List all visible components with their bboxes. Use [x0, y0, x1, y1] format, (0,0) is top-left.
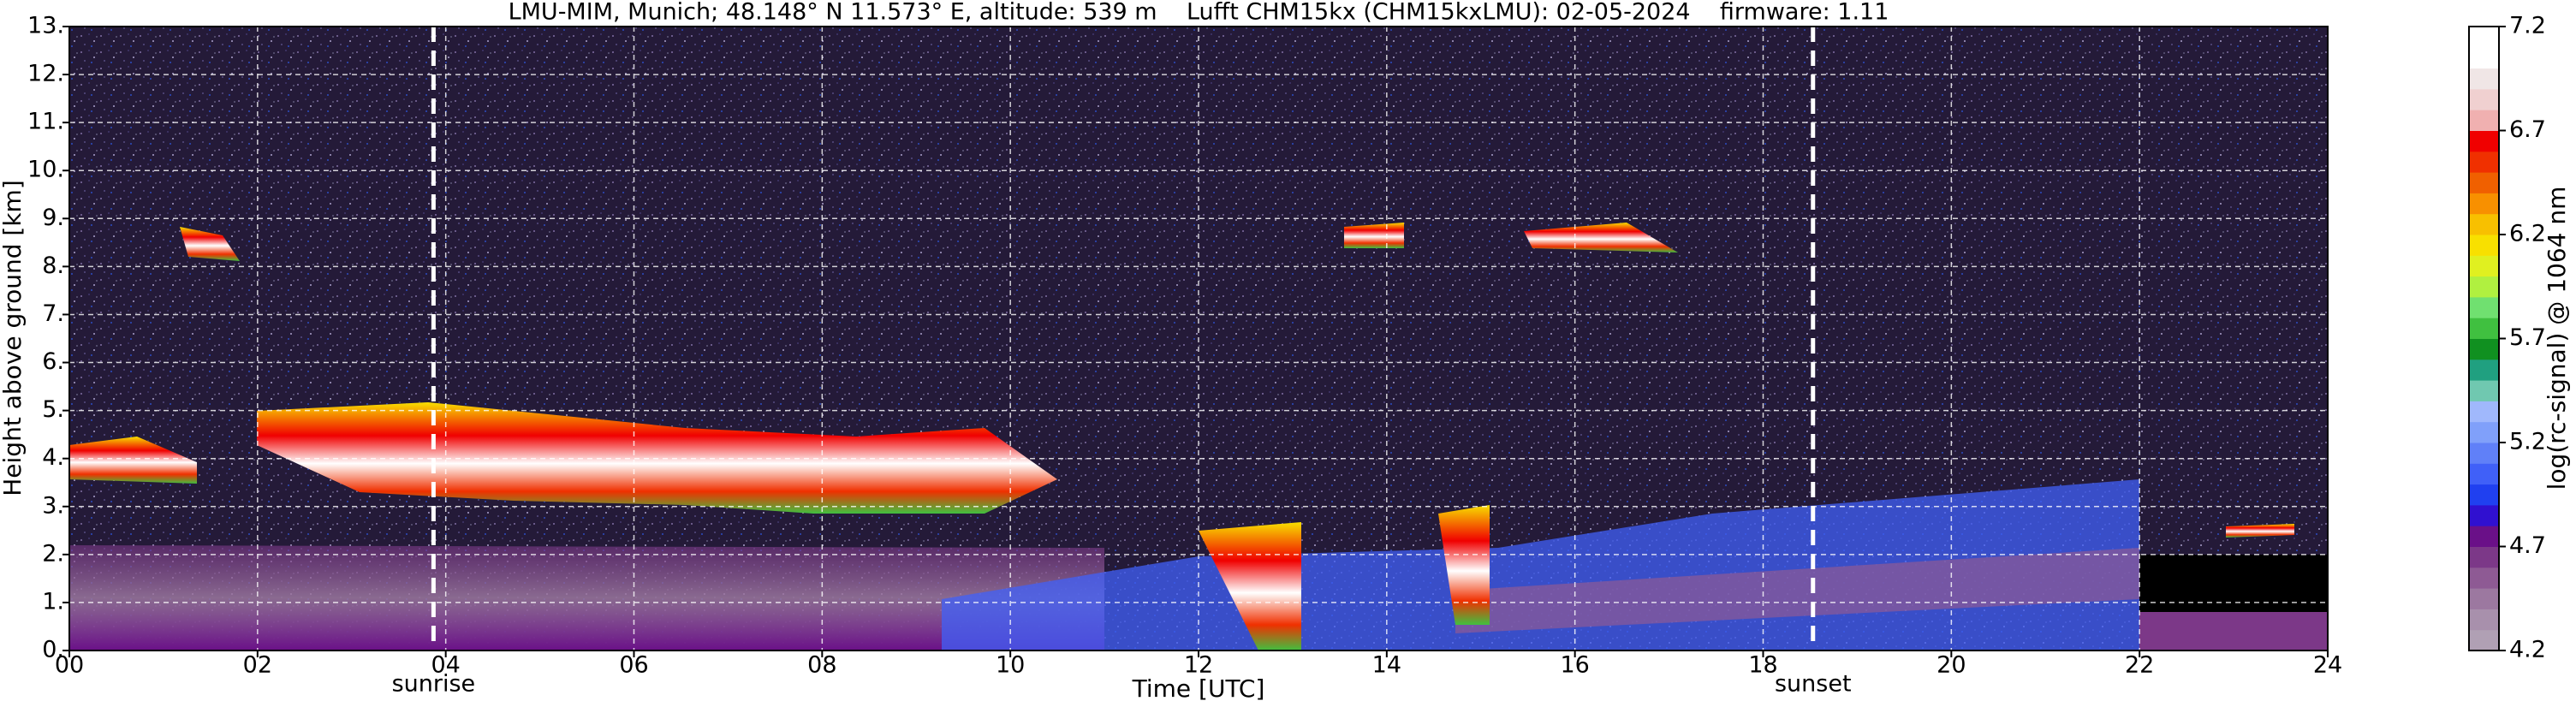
colorbar-step: [2469, 296, 2499, 318]
y-tick-label: 12.: [27, 61, 64, 87]
y-tick-label: 3.: [42, 492, 64, 519]
annotation-label: sunset: [1775, 671, 1852, 698]
x-tick-label: 06: [619, 652, 648, 679]
colorbar-step: [2469, 588, 2499, 609]
colorbar-step: [2469, 318, 2499, 339]
colorbar-tick-label: 5.7: [2509, 324, 2546, 351]
x-tick-label: 18: [1748, 652, 1777, 679]
y-tick-label: 11.: [27, 109, 64, 135]
x-tick-label: 12: [1184, 652, 1213, 679]
colorbar-step: [2469, 276, 2499, 298]
colorbar-step: [2469, 27, 2499, 48]
annotation-label: sunrise: [392, 671, 476, 698]
colorbar-step: [2469, 463, 2499, 485]
colorbar-step: [2469, 359, 2499, 381]
annotations: sunrise sunset: [392, 27, 1852, 698]
colorbar-step: [2469, 504, 2499, 526]
colorbar-step: [2469, 443, 2499, 464]
x-axis-label: Time [UTC]: [1132, 674, 1265, 703]
x-tick-label: 20: [1936, 652, 1966, 679]
colorbar-step: [2469, 255, 2499, 277]
colorbar-step: [2469, 172, 2499, 193]
colorbar-tick-label: 5.2: [2509, 429, 2546, 455]
colorbar-step: [2469, 338, 2499, 360]
colorbar-step: [2469, 421, 2499, 443]
x-tick-label: 08: [807, 652, 836, 679]
y-tick-label: 9.: [42, 205, 64, 231]
colorbar-tick-label: 7.2: [2509, 13, 2546, 39]
colorbar-step: [2469, 629, 2499, 651]
colorbar-step: [2469, 235, 2499, 256]
y-tick-label: 13.: [27, 13, 64, 39]
colorbar-step: [2469, 546, 2499, 568]
colorbar-step: [2469, 47, 2499, 69]
colorbar-step: [2469, 88, 2499, 110]
colorbar-step: [2469, 567, 2499, 589]
x-tick-label: 24: [2313, 652, 2342, 679]
x-tick-label: 00: [55, 652, 84, 679]
colorbar-tick-label: 6.7: [2509, 116, 2546, 143]
colorbar: 4.2 4.7 5.2 5.7 6.2 6.7 7.2: [2468, 13, 2546, 663]
y-tick-label: 7.: [42, 300, 64, 327]
y-tick-label: 4.: [42, 444, 64, 471]
x-tick-label: 22: [2125, 652, 2154, 679]
colorbar-label: log(rc-signal) @ 1064 nm: [2543, 187, 2571, 490]
colorbar-step: [2469, 110, 2499, 131]
y-tick-label: 6.: [42, 348, 64, 375]
colorbar-step: [2469, 526, 2499, 547]
chart-title: LMU-MIM, Munich; 48.148° N 11.573° E, al…: [509, 0, 1889, 26]
x-tick-label: 02: [243, 652, 272, 679]
x-tick-label: 16: [1560, 652, 1589, 679]
y-tick-label: 8.: [42, 253, 64, 279]
colorbar-step: [2469, 130, 2499, 152]
colorbar-tick-label: 4.2: [2509, 637, 2546, 663]
colorbar-step: [2469, 401, 2499, 423]
x-tick-label: 04: [431, 652, 460, 679]
ticks: 00 02 04 06 08 10 12 14 16 18 20 22 24 0. 1. 2. 3. 4. 5. 6.…: [27, 13, 2342, 679]
colorbar-step: [2469, 380, 2499, 401]
y-tick-label: 2.: [42, 540, 64, 567]
y-tick-label: 1.: [42, 588, 64, 615]
y-tick-label: 5.: [42, 396, 64, 423]
colorbar-step: [2469, 213, 2499, 235]
y-tick-label: 10.: [27, 157, 64, 183]
colorbar-tick-label: 6.2: [2509, 221, 2546, 247]
y-axis-label: Height above ground [km]: [0, 180, 27, 496]
x-tick-label: 10: [996, 652, 1025, 679]
colorbar-step: [2469, 609, 2499, 631]
colorbar-tick-label: 4.7: [2509, 532, 2546, 559]
colorbar-step: [2469, 68, 2499, 90]
x-tick-label: 14: [1372, 652, 1401, 679]
colorbar-step: [2469, 193, 2499, 215]
colorbar-step: [2469, 484, 2499, 506]
colorbar-step: [2469, 151, 2499, 173]
y-tick-label: 0.: [42, 637, 64, 663]
